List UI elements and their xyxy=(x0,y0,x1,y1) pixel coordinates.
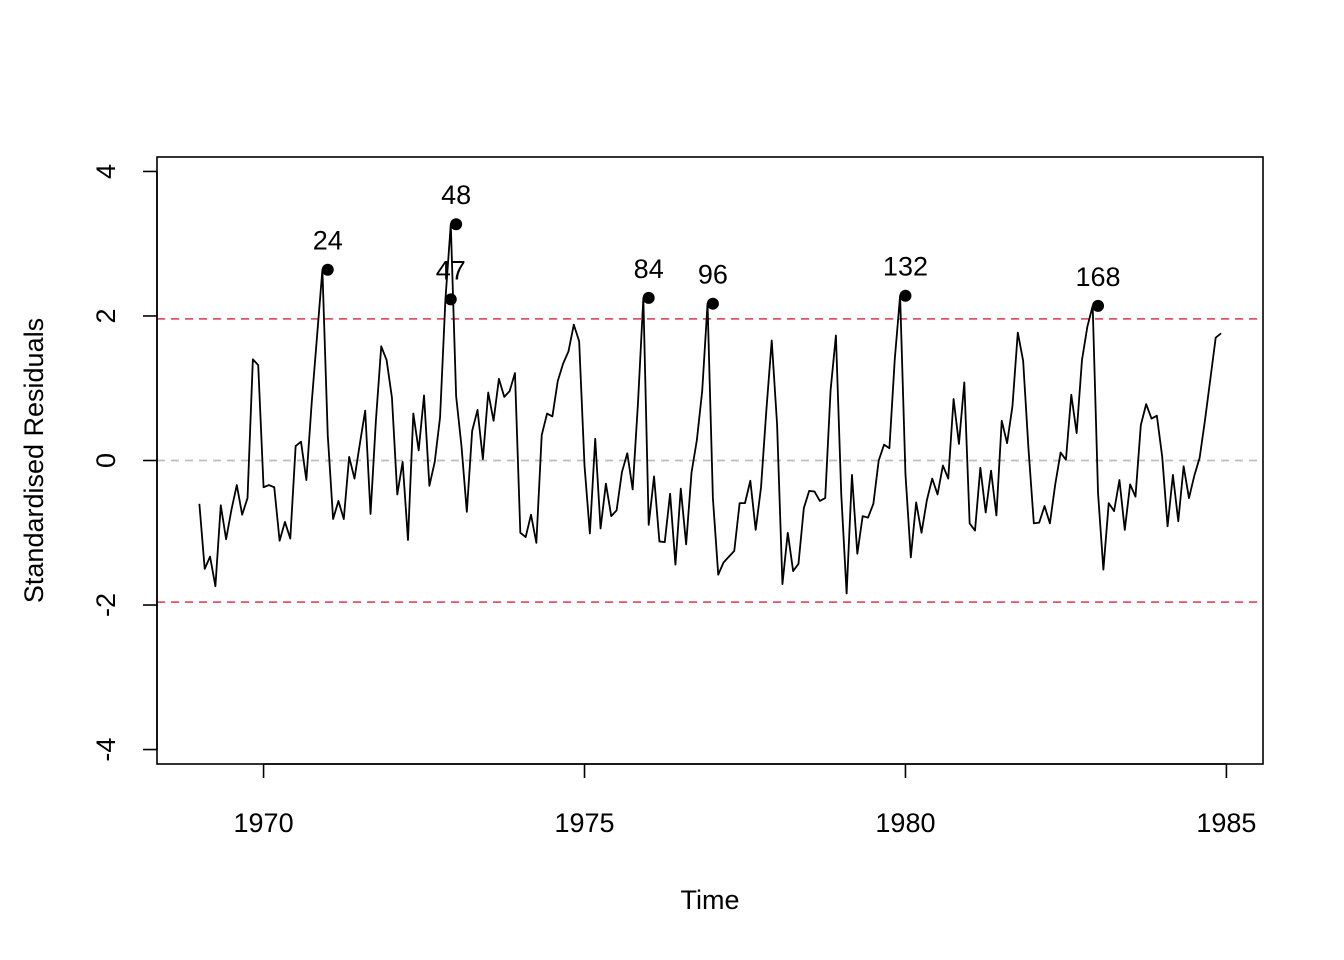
outlier-label-24: 24 xyxy=(313,226,343,256)
y-tick-label: 2 xyxy=(91,308,121,323)
outlier-point-168 xyxy=(1092,299,1105,312)
outlier-point-132 xyxy=(899,289,912,302)
outlier-layer: 24 47 48 84 96 132 168 xyxy=(313,180,1121,312)
y-tick-label: -4 xyxy=(91,738,121,762)
x-tick-label: 1975 xyxy=(554,808,614,838)
y-axis: -4 -2 0 2 4 xyxy=(91,164,158,762)
outlier-label-84: 84 xyxy=(634,254,664,284)
reference-lines xyxy=(157,317,1263,604)
x-tick-label: 1980 xyxy=(875,808,935,838)
outlier-label-48: 48 xyxy=(441,180,471,210)
y-axis-label: Standardised Residuals xyxy=(19,318,49,603)
y-tick-label: 0 xyxy=(91,453,121,468)
x-axis-label: Time xyxy=(681,885,740,915)
y-tick-label: -2 xyxy=(91,593,121,617)
outlier-label-47: 47 xyxy=(436,255,466,285)
x-tick-label: 1985 xyxy=(1196,808,1256,838)
outlier-point-24 xyxy=(321,263,334,276)
outlier-point-47 xyxy=(444,293,457,306)
y-tick-label: 4 xyxy=(91,164,121,179)
series-layer xyxy=(198,223,1222,595)
outlier-point-84 xyxy=(642,291,655,304)
series-line-0 xyxy=(198,223,1222,595)
x-axis: 1970 1975 1980 1985 xyxy=(234,763,1256,838)
outlier-label-96: 96 xyxy=(698,260,728,290)
x-tick-label: 1970 xyxy=(234,808,294,838)
outlier-label-168: 168 xyxy=(1075,262,1120,292)
outlier-label-132: 132 xyxy=(883,252,928,282)
outlier-point-96 xyxy=(706,297,719,310)
outlier-point-48 xyxy=(450,218,463,231)
